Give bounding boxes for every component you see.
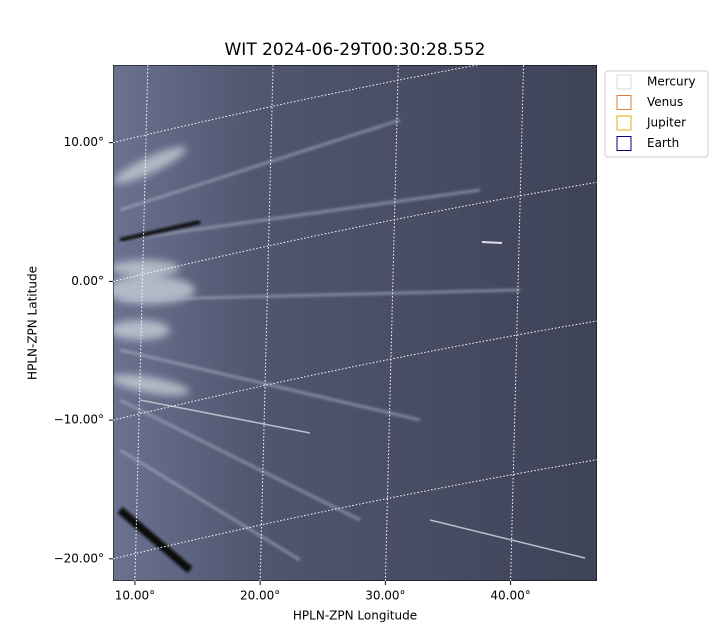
legend-swatch [616, 95, 632, 110]
grid-line [113, 459, 597, 560]
legend: Mercury Venus Jupiter Earth [604, 70, 709, 158]
x-tick-label: 40.00° [490, 589, 530, 603]
legend-label: Earth [647, 136, 679, 150]
grid-line [113, 65, 480, 144]
grid-line [384, 65, 399, 581]
y-tick-label: 0.00° [71, 274, 104, 288]
y-tick-label: 10.00° [64, 135, 104, 149]
legend-label: Venus [647, 95, 683, 109]
y-tick-label: −20.00° [54, 551, 104, 565]
grid-line [113, 181, 597, 282]
grid-line [259, 65, 274, 581]
grid-line [510, 65, 525, 581]
x-tick-label: 30.00° [365, 589, 405, 603]
x-axis-label: HPLN-ZPN Longitude [293, 609, 417, 623]
grid-line [134, 65, 149, 581]
legend-swatch [616, 115, 632, 131]
x-tick-label: 10.00° [115, 589, 155, 603]
y-tick-label: −10.00° [54, 413, 104, 427]
y-axis-label: HPLN-ZPN Latitude [26, 266, 40, 380]
image [113, 65, 597, 581]
legend-label: Mercury [647, 75, 696, 89]
chart-title: WIT 2024-06-29T00:30:28.552 [225, 40, 486, 60]
grid [113, 65, 597, 581]
x-tick-label: 20.00° [240, 589, 280, 603]
grid-line [113, 320, 597, 421]
legend-swatch [616, 74, 632, 90]
legend-label: Jupiter [646, 116, 686, 130]
legend-swatch [616, 136, 632, 151]
